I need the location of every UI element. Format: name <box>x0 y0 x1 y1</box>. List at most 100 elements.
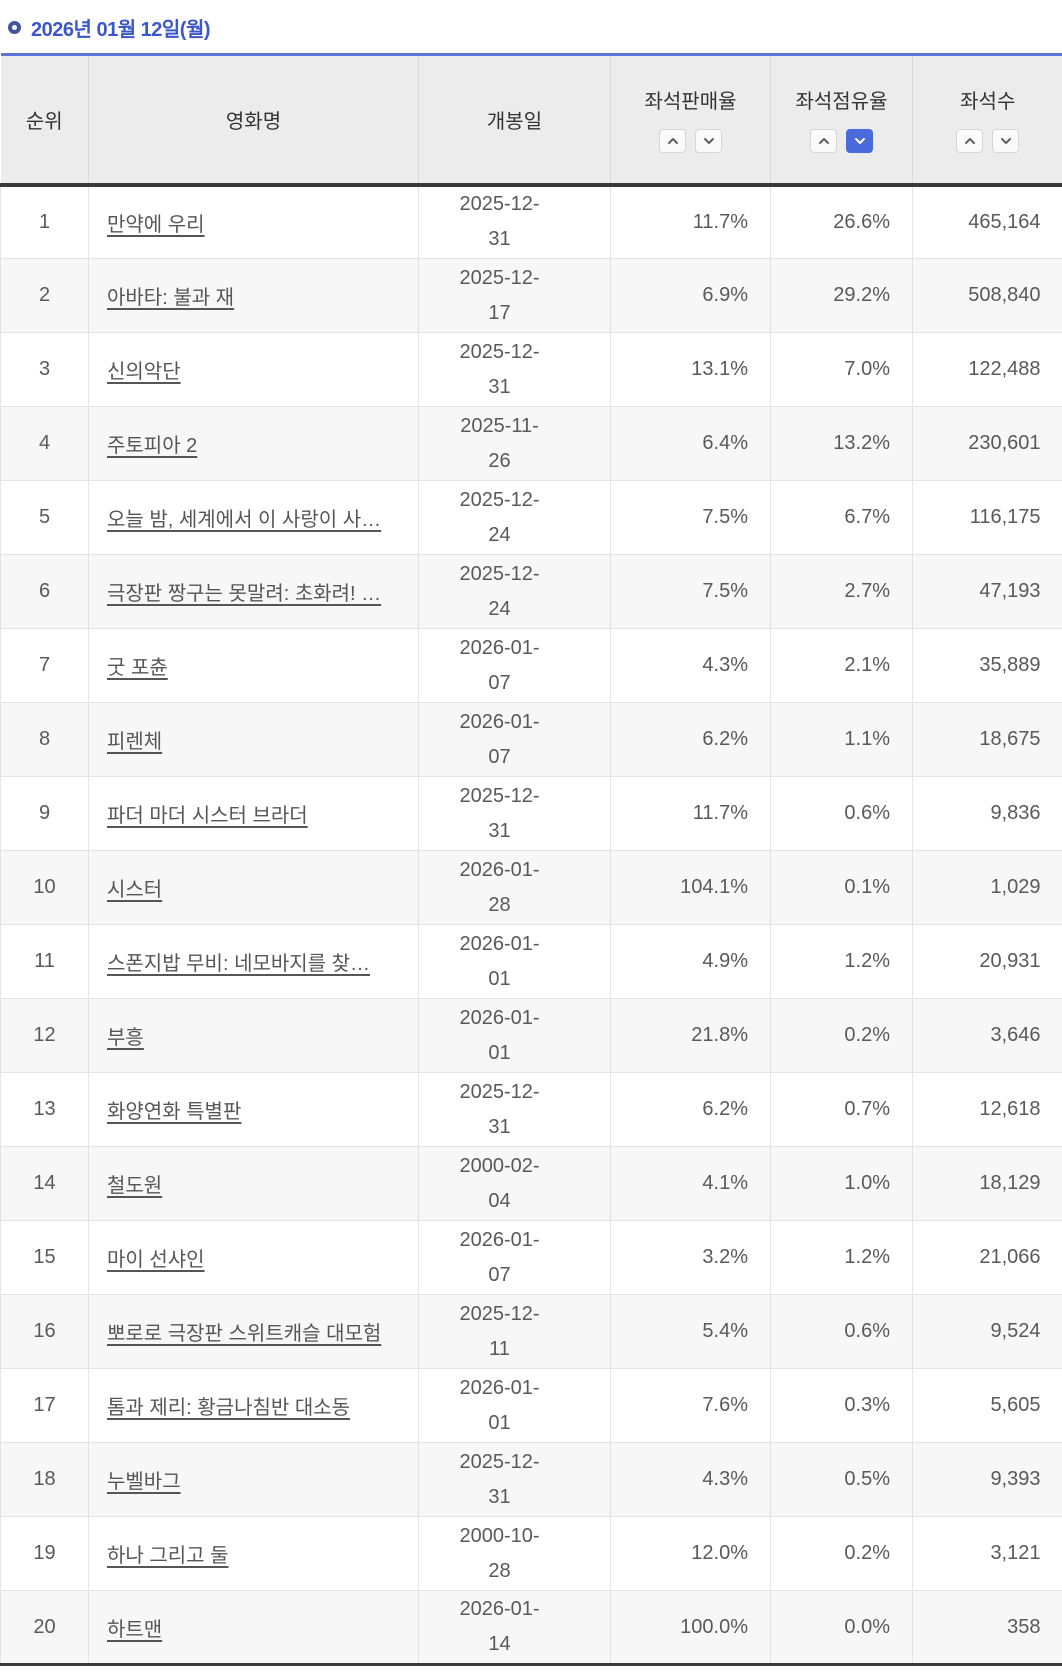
sort-asc-seat-occupancy-rate-button[interactable] <box>810 129 837 154</box>
release-date-cell: 2026-01- 07 <box>418 1220 611 1295</box>
rank-cell: 11 <box>0 924 89 999</box>
sort-desc-seat-sales-rate-button[interactable] <box>695 129 722 154</box>
movie-title-link[interactable]: 누벨바그 <box>107 1471 181 1493</box>
seat-occupancy-rate-cell: 1.2% <box>770 1220 913 1295</box>
movie-title-cell: 누벨바그 <box>88 1442 419 1517</box>
sort-desc-seat-occupancy-rate-button[interactable] <box>846 129 873 154</box>
movie-title-cell: 피렌체 <box>88 702 419 777</box>
seat-count-cell: 3,646 <box>912 998 1062 1073</box>
movie-title-link[interactable]: 하트맨 <box>107 1618 163 1641</box>
seat-occupancy-rate-cell: 1.2% <box>770 924 913 999</box>
table-row: 14 철도원 2000-02- 04 4.1% 1.0% 18,129 <box>0 1146 1062 1221</box>
movie-title-cell: 화양연화 특별판 <box>88 1072 419 1147</box>
seat-count-cell: 230,601 <box>912 406 1062 481</box>
table-row: 12 부흥 2026-01- 01 21.8% 0.2% 3,646 <box>0 998 1062 1073</box>
movie-title-link[interactable]: 파더 마더 시스터 브라더 <box>107 805 308 827</box>
seat-count-cell: 358 <box>912 1590 1062 1665</box>
seat-sales-rate-cell: 6.4% <box>610 406 771 481</box>
seat-count-cell: 1,029 <box>912 850 1062 925</box>
chevron-down-icon <box>1000 137 1012 145</box>
release-date-cell: 2026-01- 28 <box>418 850 611 925</box>
seat-count-cell: 47,193 <box>912 554 1062 629</box>
sort-asc-seat-count-button[interactable] <box>956 129 984 154</box>
movie-title-link[interactable]: 부흥 <box>107 1027 144 1049</box>
movie-title-link[interactable]: 굿 포츈 <box>107 657 168 679</box>
column-label-release-date: 개봉일 <box>486 110 543 133</box>
seat-count-cell: 20,931 <box>912 924 1062 999</box>
movie-title-cell: 부흥 <box>88 998 419 1073</box>
seat-occupancy-rate-cell: 0.0% <box>770 1590 913 1665</box>
movie-title-cell: 주토피아 2 <box>88 406 419 481</box>
sort-controls-seat-occupancy-rate <box>810 129 873 154</box>
seat-occupancy-rate-cell: 0.7% <box>770 1072 913 1147</box>
release-date-cell: 2000-10- 28 <box>418 1516 611 1591</box>
table-row: 4 주토피아 2 2025-11- 26 6.4% 13.2% 230,601 <box>0 406 1062 481</box>
seat-sales-rate-cell: 11.7% <box>610 184 771 259</box>
seat-sales-rate-cell: 6.2% <box>610 1072 771 1147</box>
sort-asc-seat-sales-rate-button[interactable] <box>659 129 686 154</box>
movie-title-link[interactable]: 마이 선샤인 <box>107 1249 205 1271</box>
movie-title-cell: 만약에 우리 <box>88 184 419 259</box>
movie-title-link[interactable]: 화양연화 특별판 <box>107 1101 242 1123</box>
movie-title-link[interactable]: 아바타: 불과 재 <box>107 287 235 309</box>
column-header-seat-count: 좌석수 <box>912 54 1062 187</box>
table-row: 13 화양연화 특별판 2025-12- 31 6.2% 0.7% 12,618 <box>0 1072 1062 1147</box>
movie-title-link[interactable]: 시스터 <box>107 879 163 901</box>
movie-title-link[interactable]: 철도원 <box>107 1175 163 1197</box>
movie-title-link[interactable]: 스폰지밥 무비: 네모바지를 찾… <box>107 953 371 975</box>
table-row: 19 하나 그리고 둘 2000-10- 28 12.0% 0.2% 3,121 <box>0 1516 1062 1591</box>
movie-title-link[interactable]: 신의악단 <box>107 361 181 383</box>
bullet-ring-icon <box>8 21 21 34</box>
table-row: 20 하트맨 2026-01- 14 100.0% 0.0% 358 <box>0 1590 1062 1665</box>
sort-controls-seat-count <box>956 129 1020 154</box>
movie-title-cell: 철도원 <box>88 1146 419 1221</box>
column-label-seat-count: 좌석수 <box>960 91 1016 114</box>
movie-title-link[interactable]: 만약에 우리 <box>107 213 205 236</box>
seat-count-cell: 21,066 <box>912 1220 1062 1295</box>
seat-count-cell: 9,524 <box>912 1294 1062 1369</box>
movie-title-link[interactable]: 하나 그리고 둘 <box>107 1545 229 1567</box>
sort-desc-seat-count-button[interactable] <box>992 129 1020 154</box>
seat-occupancy-rate-cell: 26.6% <box>770 184 913 259</box>
seat-sales-rate-cell: 13.1% <box>610 332 771 407</box>
seat-occupancy-rate-cell: 0.2% <box>770 1516 913 1591</box>
seat-occupancy-rate-cell: 7.0% <box>770 332 913 407</box>
rank-cell: 6 <box>0 554 89 629</box>
seat-count-cell: 122,488 <box>912 332 1062 407</box>
table-body: 1 만약에 우리 2025-12- 31 11.7% 26.6% 465,164 2 아바타: … <box>0 184 1062 1665</box>
column-header-release-date: 개봉일 <box>418 54 611 187</box>
movie-title-link[interactable]: 뽀로로 극장판 스위트캐슬 대모험 <box>107 1323 382 1345</box>
seat-sales-rate-cell: 6.2% <box>610 702 771 777</box>
movie-title-link[interactable]: 피렌체 <box>107 731 163 753</box>
seat-sales-rate-cell: 11.7% <box>610 776 771 851</box>
movie-title-cell: 아바타: 불과 재 <box>88 258 419 333</box>
movie-title-cell: 하나 그리고 둘 <box>88 1516 419 1591</box>
seat-occupancy-rate-cell: 0.5% <box>770 1442 913 1517</box>
seat-occupancy-rate-cell: 13.2% <box>770 406 913 481</box>
release-date-cell: 2026-01- 01 <box>418 998 611 1073</box>
movie-title-link[interactable]: 극장판 짱구는 못말려: 초화려! … <box>107 583 382 605</box>
column-label-seat-occupancy-rate: 좌석점유율 <box>795 91 888 114</box>
table-row: 2 아바타: 불과 재 2025-12- 17 6.9% 29.2% 508,840 <box>0 258 1062 333</box>
movie-title-cell: 톰과 제리: 황금나침반 대소동 <box>88 1368 419 1443</box>
movie-title-link[interactable]: 주토피아 2 <box>107 435 198 457</box>
seat-occupancy-rate-cell: 0.2% <box>770 998 913 1073</box>
seat-sales-rate-cell: 4.3% <box>610 628 771 703</box>
seat-sales-rate-cell: 104.1% <box>610 850 771 925</box>
seat-sales-rate-cell: 100.0% <box>610 1590 771 1665</box>
chevron-up-icon <box>667 137 679 145</box>
rank-cell: 13 <box>0 1072 89 1147</box>
seat-count-cell: 465,164 <box>912 184 1062 259</box>
rank-cell: 16 <box>0 1294 89 1369</box>
movie-title-cell: 오늘 밤, 세계에서 이 사랑이 사… <box>88 480 419 555</box>
movie-title-link[interactable]: 오늘 밤, 세계에서 이 사랑이 사… <box>107 509 382 531</box>
rank-cell: 14 <box>0 1146 89 1221</box>
movie-title-link[interactable]: 톰과 제리: 황금나침반 대소동 <box>107 1397 351 1419</box>
release-date-cell: 2026-01- 01 <box>418 1368 611 1443</box>
seat-occupancy-rate-cell: 29.2% <box>770 258 913 333</box>
rank-cell: 1 <box>0 184 89 259</box>
seat-occupancy-rate-cell: 2.1% <box>770 628 913 703</box>
rank-cell: 15 <box>0 1220 89 1295</box>
date-heading: 2026년 01월 12일(월) <box>0 0 1062 53</box>
